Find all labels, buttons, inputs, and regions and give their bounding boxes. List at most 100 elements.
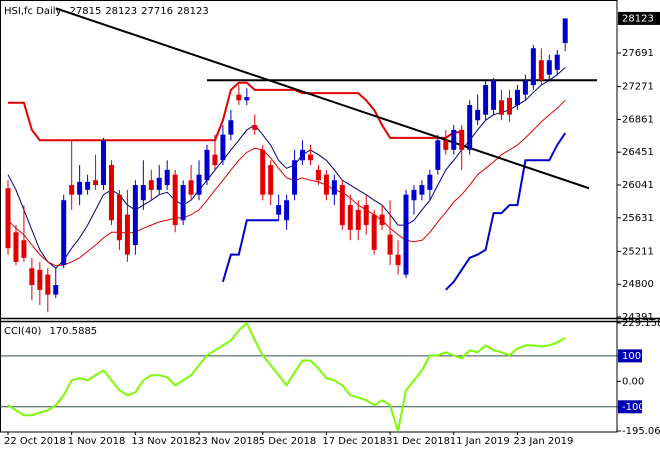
- candle-body: [538, 60, 544, 81]
- candle-body: [467, 105, 473, 150]
- x-tick-label: 22 Oct 2018: [4, 436, 66, 447]
- y-tick-label: 24800: [622, 279, 654, 290]
- indicator-line: [221, 132, 567, 291]
- candle-body: [204, 149, 210, 181]
- candle-body: [156, 177, 162, 190]
- candle-body: [116, 194, 122, 241]
- x-tick-label: 23 Jan 2019: [513, 436, 573, 447]
- candle-body: [379, 214, 385, 226]
- y-tick-label: -100: [622, 402, 645, 413]
- candle-body: [355, 209, 361, 230]
- y-tick-label: 25631: [622, 213, 654, 224]
- candle-body: [124, 214, 130, 255]
- candle-body: [300, 149, 306, 161]
- candle-body: [363, 205, 369, 226]
- candle-body: [101, 140, 107, 186]
- candle-body: [140, 185, 146, 201]
- candle-body: [554, 54, 560, 70]
- candle-body: [284, 200, 290, 221]
- candle-body: [268, 165, 274, 195]
- x-tick-label: 1 Nov 2018: [68, 436, 126, 447]
- candle-body: [13, 232, 19, 262]
- candle-body: [331, 180, 337, 195]
- candle-body: [21, 240, 27, 258]
- chart-title: CCI(40): [4, 326, 42, 337]
- candle-body: [323, 174, 329, 195]
- candle-body: [260, 149, 266, 195]
- current-value-label: 28123: [622, 13, 654, 24]
- candle-body: [276, 205, 282, 215]
- x-tick-label: 23 Nov 2018: [195, 436, 259, 447]
- header-value: 28123: [105, 6, 137, 17]
- indicator-line: [8, 81, 462, 142]
- candle-body: [172, 174, 178, 226]
- candle-body: [236, 94, 242, 101]
- candle-body: [292, 160, 298, 195]
- candle-body: [459, 129, 465, 150]
- trend-line: [55, 7, 590, 190]
- y-tick-label: 26041: [622, 180, 654, 191]
- candle-body: [395, 254, 401, 266]
- candle-body: [491, 80, 497, 110]
- candle-body: [315, 169, 321, 181]
- x-tick-label: 31 Dec 2018: [386, 436, 450, 447]
- candle-body: [483, 85, 489, 115]
- level-label-box: [618, 400, 642, 414]
- candle-body: [212, 154, 218, 166]
- candle-body: [53, 285, 59, 295]
- candle-body: [387, 234, 393, 255]
- candle-body: [228, 120, 234, 135]
- candle-body: [188, 180, 194, 195]
- y-tick-label: 0.00: [622, 376, 644, 387]
- candle-body: [427, 174, 433, 190]
- candle-body: [499, 100, 505, 115]
- candle-body: [77, 181, 83, 195]
- candle-body: [5, 188, 11, 249]
- candle-body: [69, 185, 75, 195]
- header-value: 28123: [177, 6, 209, 17]
- candle-body: [29, 268, 35, 286]
- candle-body: [37, 269, 43, 290]
- header-value: 170.5885: [49, 326, 97, 337]
- candle-body: [371, 214, 377, 250]
- candle-body: [411, 189, 417, 201]
- y-tick-label: 229.1588: [622, 318, 660, 329]
- candle-body: [530, 48, 536, 86]
- candle-body: [108, 165, 114, 221]
- candle-body: [61, 200, 67, 266]
- x-tick-label: 13 Nov 2018: [131, 436, 195, 447]
- cci-line: [7, 322, 566, 431]
- candle-body: [347, 205, 353, 230]
- x-tick-label: 5 Dec 2018: [259, 436, 317, 447]
- plot-frame: [0, 0, 618, 433]
- candle-body: [132, 185, 138, 246]
- candle-body: [93, 180, 99, 186]
- candle-body: [475, 109, 481, 121]
- price-panel: [5, 7, 598, 313]
- indicator-line: [7, 67, 566, 269]
- indicator-line: [7, 99, 566, 267]
- candle-body: [252, 125, 258, 130]
- candle-body: [85, 181, 91, 190]
- candle-body: [45, 274, 51, 295]
- y-tick-label: 26861: [622, 114, 654, 125]
- candle-body: [220, 134, 226, 161]
- candle-body: [307, 154, 313, 161]
- candle-body: [546, 60, 552, 75]
- level-label-box: [618, 349, 642, 363]
- y-tick-label: 26451: [622, 147, 654, 158]
- candle-body: [435, 140, 441, 170]
- candle-body: [514, 89, 520, 106]
- header-value: 27716: [141, 6, 173, 17]
- candle-body: [148, 180, 154, 190]
- cci-panel: [0, 322, 617, 431]
- candle-body: [443, 140, 449, 150]
- y-tick-label: 24391: [622, 312, 654, 323]
- candle-body: [419, 185, 425, 195]
- chart-title: HSI,fc Daily: [4, 6, 62, 17]
- candle-body: [244, 97, 250, 101]
- y-tick-label: 27271: [622, 82, 654, 93]
- y-tick-label: -195.0611: [622, 426, 660, 437]
